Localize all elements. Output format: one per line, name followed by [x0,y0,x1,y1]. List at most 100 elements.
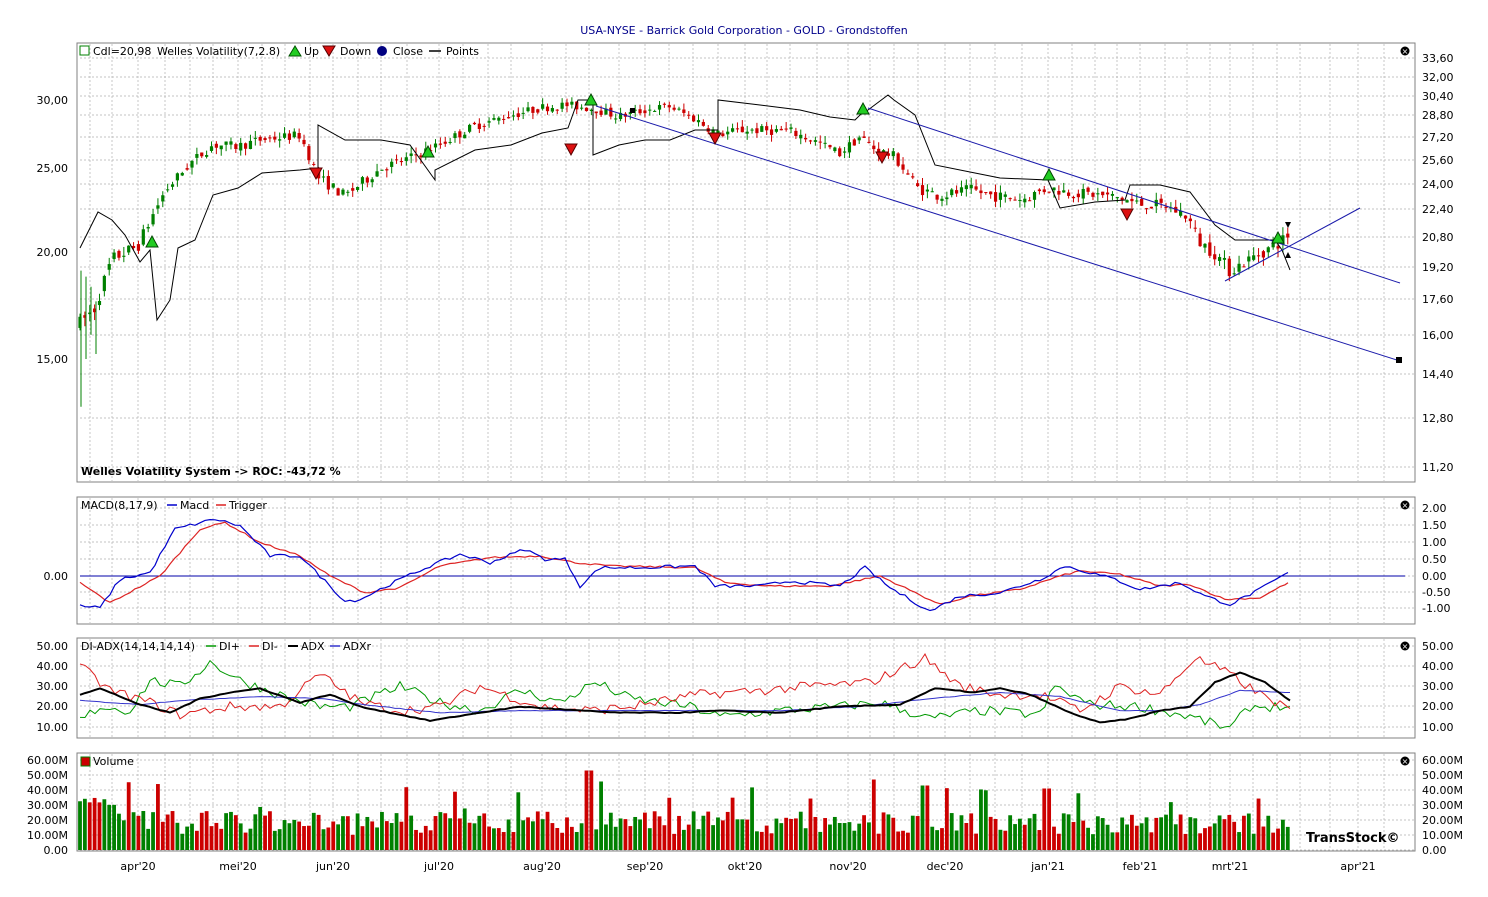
volume-bar [643,812,647,850]
volume-bar [1178,814,1183,850]
x-axis-label: mei'20 [219,860,257,873]
volume-bar [506,819,511,850]
close-macd-panel-icon[interactable]: × [1400,500,1410,511]
volume-bar [1232,821,1237,850]
price-tick-left: 15,00 [37,353,69,366]
volume-bar [628,826,633,850]
volume-bar [136,815,141,850]
candle-body [443,141,447,144]
candle-body [239,142,243,151]
x-axis-label: jan'21 [1030,860,1065,873]
x-axis-label: feb'21 [1123,860,1158,873]
volume-bar [623,819,628,850]
candle-body [97,300,102,306]
x-axis-label: jul'20 [423,860,454,873]
volume-bar [696,829,701,850]
di-plus-line [79,659,1291,729]
volume-bar [487,826,491,850]
candle-body [1164,206,1168,208]
candle-body [136,244,141,251]
candle-body [1047,191,1051,193]
close-price-panel-icon[interactable]: × [1400,46,1410,57]
candle-body [570,101,574,105]
volume-bar [1193,818,1198,850]
candle-body [677,108,681,110]
volume-bar [160,821,165,850]
macd-tick-right: 0.50 [1422,553,1447,566]
close-adx-panel-icon[interactable]: × [1400,641,1410,652]
candle-body [365,177,369,183]
candle-body [433,143,438,148]
volume-bar [165,814,170,850]
volume-bar [1144,817,1149,850]
volume-bar [998,829,1003,850]
volume-bar [871,779,876,850]
candle-body [1213,254,1217,260]
volume-bar [594,829,599,850]
candle-body [78,316,82,328]
volume-tick-right: 0.00 [1422,844,1447,857]
welles-stop-line [79,94,1291,322]
candle-body [959,187,964,193]
volume-bar [199,812,204,850]
volume-bar [993,819,998,850]
x-axis-label: dec'20 [927,860,964,873]
candle-body [886,153,891,156]
volume-bar [1008,815,1013,850]
candle-body [458,131,462,138]
candle-body [531,106,535,113]
volume-bar [282,820,287,850]
candle-body [1130,198,1134,202]
candle-body [346,191,350,193]
macd-tick-right: 2.00 [1422,502,1447,515]
volume-bar [1047,788,1052,850]
volume-bar [433,816,438,850]
volume-bar [492,828,496,850]
candle-body [920,185,925,196]
candle-body [925,189,929,192]
volume-bar [175,822,180,850]
candle-body [1110,193,1115,196]
volume-bar [521,820,526,850]
volume-bar [243,832,248,850]
volume-bar [959,815,964,850]
volume-bar [345,816,350,850]
candle-body [760,126,764,132]
volume-bar [565,817,569,850]
candle-body [1227,258,1231,277]
volume-bar [1222,819,1227,850]
candle-body [307,146,311,161]
volume-bar [1280,819,1285,850]
volume-bar [920,785,925,850]
legend-adx-name: DI-ADX(14,14,14,14) [81,640,195,653]
volume-bar [930,826,935,850]
candle-body [1125,200,1129,203]
candle-body [312,163,316,165]
volume-bar [423,825,428,850]
candle-body [282,133,287,138]
macd-tick-right: -0.50 [1422,586,1450,599]
volume-tick-left: 20.00M [27,814,68,827]
macd-tick-right: 0.00 [1422,570,1447,583]
candle-body [726,131,730,135]
volume-bar [949,813,954,850]
candle-body [580,107,584,109]
candle-body [877,148,881,155]
candle-body [740,126,744,133]
up-signal-icon [421,144,435,158]
legend-up: Up [304,45,319,58]
candle-body [453,133,457,139]
candle-body [521,112,525,114]
candle-body [1081,188,1085,199]
volume-bar [272,830,277,850]
volume-bar [1183,833,1188,850]
up-arrow-icon [288,45,302,57]
candle-body [102,275,106,292]
volume-bar [1061,813,1066,850]
candle-body [1203,243,1207,248]
volume-bar [365,816,370,850]
legend-cdl: Cdl=20,98 [93,45,151,58]
volume-tick-right: 30.00M [1422,799,1463,812]
x-axis-label: apr'21 [1340,860,1375,873]
close-volume-panel-icon[interactable]: × [1400,756,1410,767]
